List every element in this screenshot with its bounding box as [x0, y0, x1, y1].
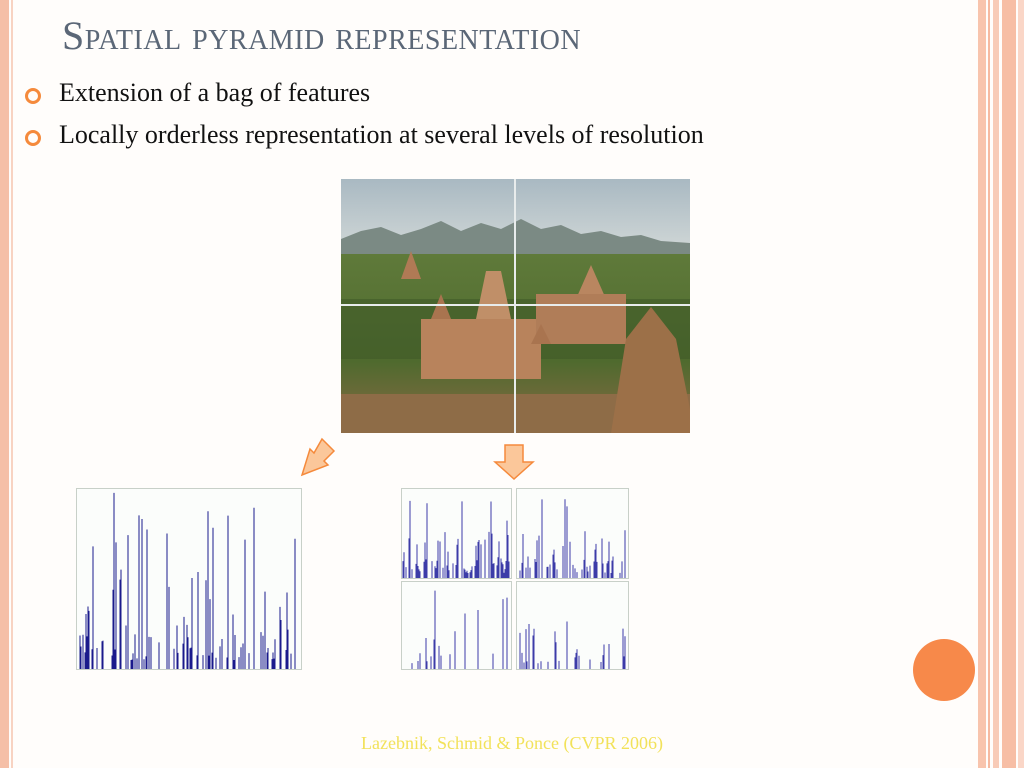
- bullet-circle-icon: [25, 130, 41, 146]
- histogram-level-1-bottom-left: [401, 581, 512, 670]
- slide-title: Spatial pyramid representation: [62, 13, 582, 58]
- histogram-level-1-top-left: [401, 488, 512, 579]
- citation: Lazebnik, Schmid & Ponce (CVPR 2006): [361, 733, 663, 753]
- histogram-level-1-bottom-right: [516, 581, 629, 670]
- bullet-text: Extension of a bag of features: [59, 78, 371, 107]
- right-decorative-stripes: [978, 0, 1024, 768]
- down-arrow-icon: [493, 444, 535, 480]
- temple-photo: [341, 179, 690, 433]
- left-border-line: [11, 0, 13, 768]
- bullet-text: Locally orderless representation at seve…: [59, 120, 704, 149]
- histogram-level-1-top-right: [516, 488, 629, 579]
- left-border: [0, 0, 9, 768]
- down-left-arrow-icon: [300, 437, 336, 477]
- decorative-orange-circle: [913, 639, 975, 701]
- bullet-circle-icon: [25, 88, 41, 104]
- histogram-level-0: [76, 488, 302, 670]
